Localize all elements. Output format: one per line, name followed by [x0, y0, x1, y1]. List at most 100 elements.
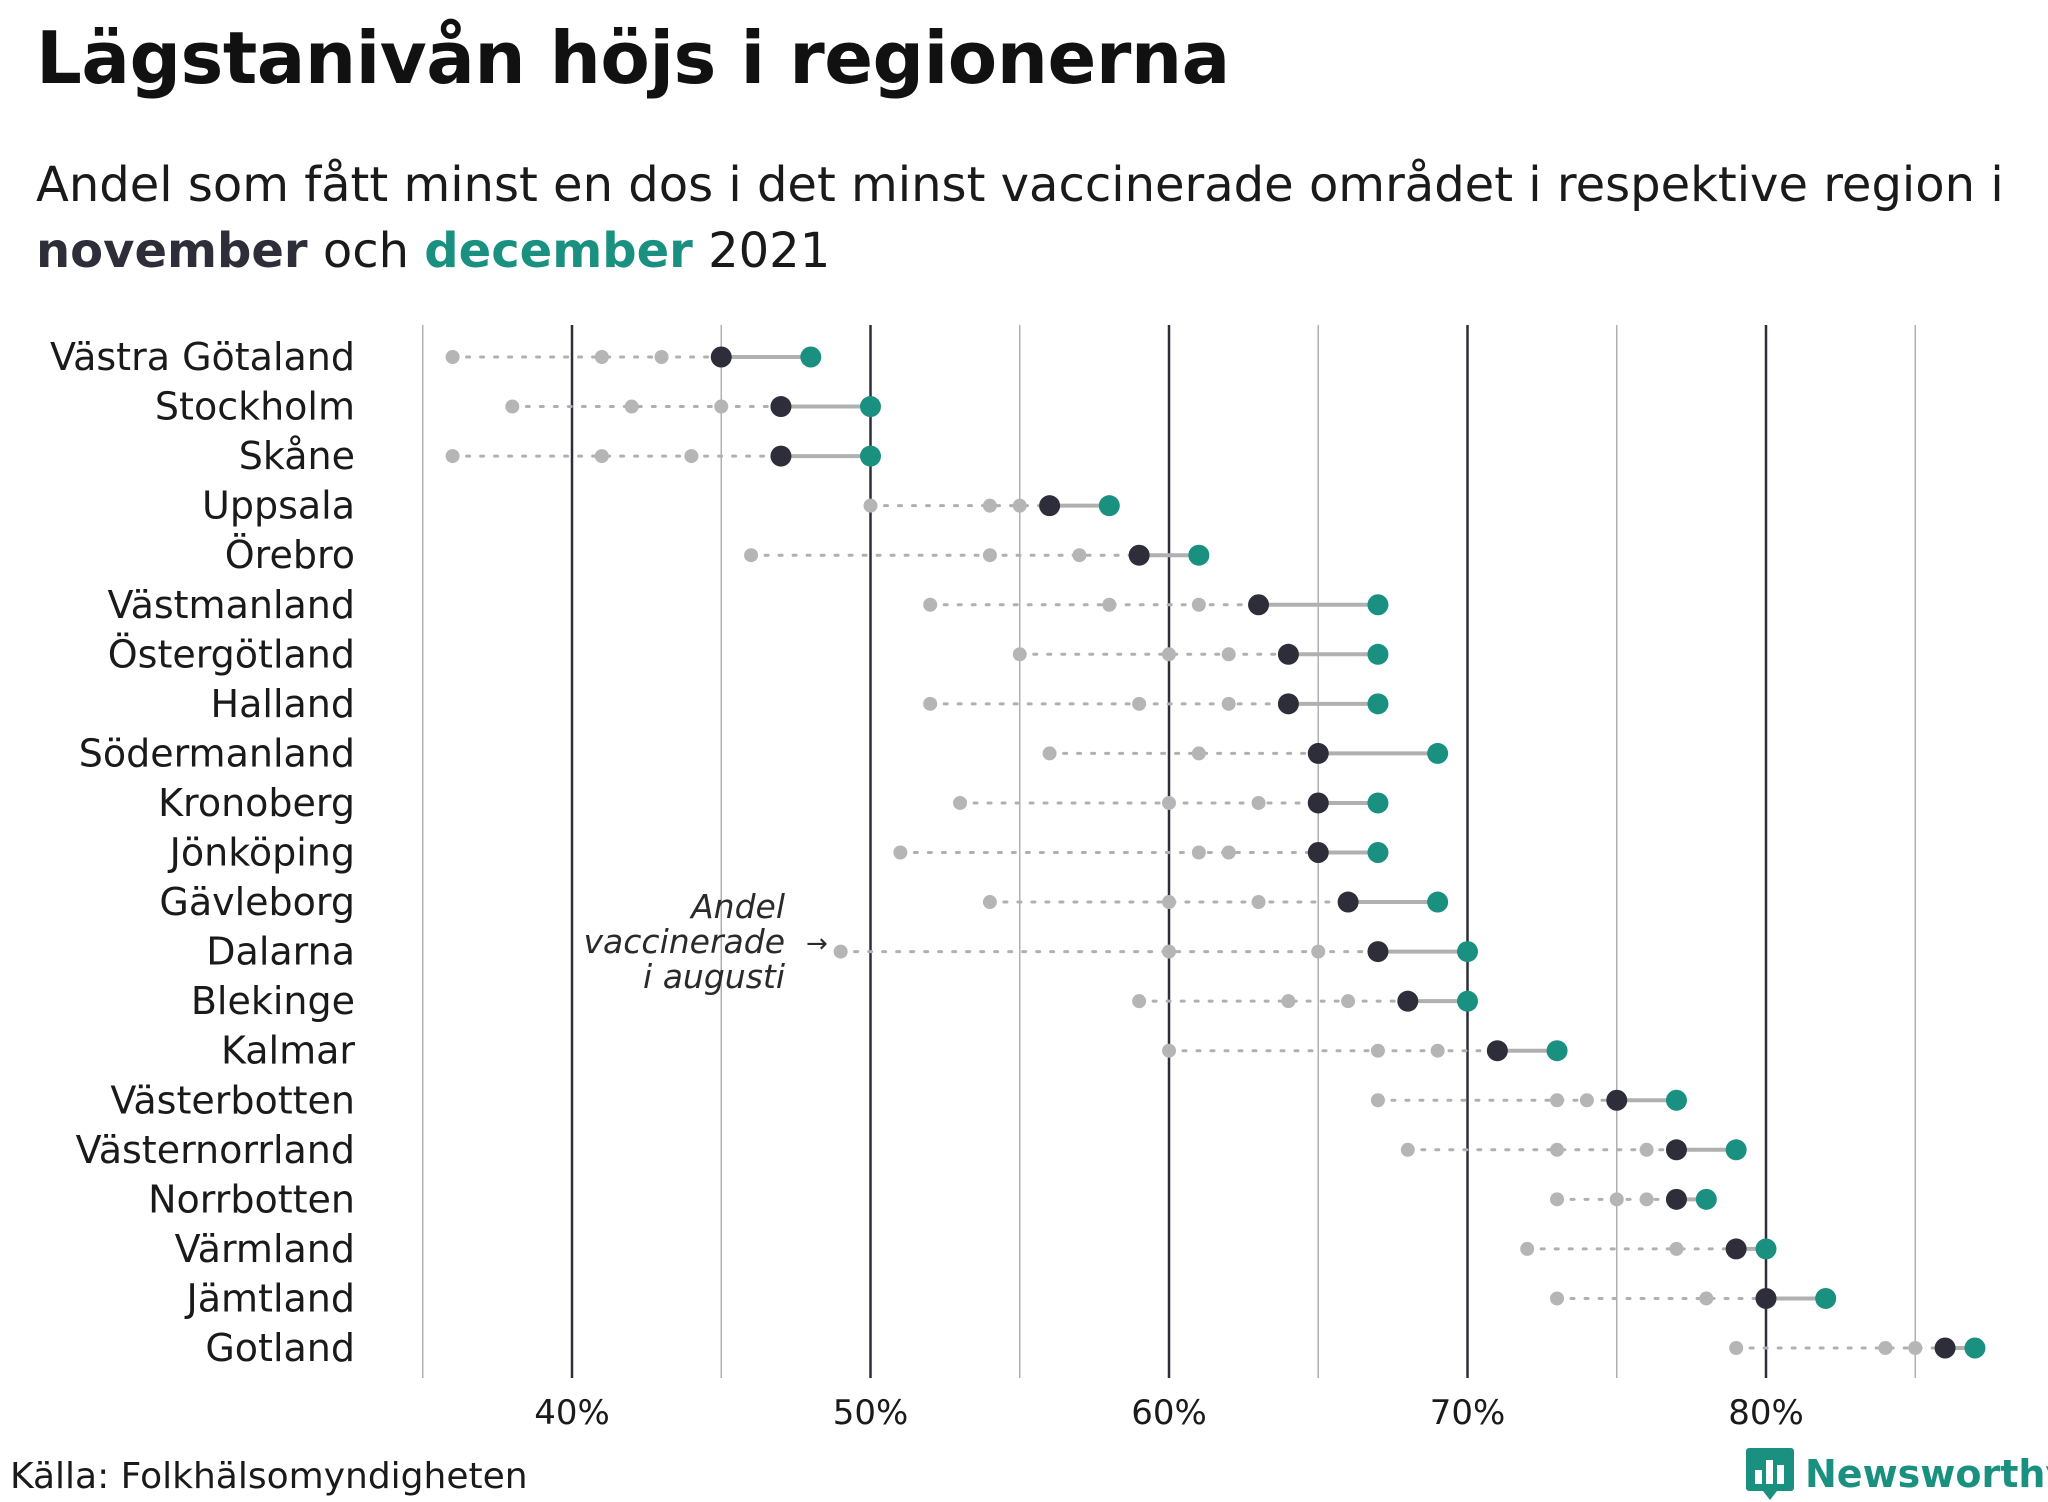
history-dot [1878, 1341, 1893, 1355]
history-dot [1400, 1142, 1415, 1157]
region-row: Gotland [205, 1326, 1986, 1370]
region-row: Västernorrland [76, 1128, 1747, 1172]
annotation-line-2: vaccinerade [584, 922, 785, 961]
region-label: Blekinge [191, 979, 355, 1023]
region-label: Västerbotten [110, 1078, 355, 1122]
bar-chart-speech-icon [1746, 1448, 1794, 1500]
history-dot [1012, 498, 1027, 513]
history-dot [1251, 795, 1266, 810]
november-dot [1128, 544, 1150, 566]
december-dot [1367, 693, 1389, 715]
annotation-line-1: Andel [689, 887, 785, 926]
history-dot [833, 944, 848, 959]
x-tick-label: 60% [1131, 1393, 1207, 1433]
annotation-line-3: i augusti [643, 957, 785, 996]
history-dot [1370, 1093, 1385, 1108]
history-dot [594, 350, 609, 364]
source-note: Källa: Folkhälsomyndigheten [10, 1456, 528, 1497]
x-tick-label: 70% [1430, 1393, 1506, 1433]
region-row: Jönköping [168, 831, 1389, 875]
x-axis: 40% 50% 60% 70% 80% [534, 1393, 1804, 1433]
november-dot [770, 445, 792, 467]
subtitle-november: november [36, 223, 308, 279]
december-dot [860, 445, 881, 467]
region-label: Halland [211, 682, 355, 726]
december-dot [1815, 1287, 1837, 1309]
history-dot [1550, 1142, 1565, 1157]
region-row: Dalarna [206, 930, 1478, 974]
region-label: Örebro [225, 533, 355, 577]
december-dot [1457, 990, 1478, 1012]
history-dot [1012, 647, 1027, 662]
december-dot [1546, 1040, 1568, 1062]
region-row: Halland [211, 682, 1389, 726]
region-label: Dalarna [206, 930, 355, 974]
history-dot [1102, 597, 1117, 612]
history-dot [1191, 746, 1206, 761]
region-row: Gävleborg [159, 880, 1449, 924]
november-dot [770, 396, 792, 418]
history-dot [1042, 746, 1057, 761]
november-dot [710, 346, 732, 368]
december-dot [1725, 1139, 1747, 1161]
december-dot [1964, 1337, 1986, 1359]
november-dot [1307, 792, 1329, 814]
history-dot [1132, 696, 1147, 711]
november-dot [1755, 1287, 1777, 1309]
december-dot [1098, 495, 1120, 517]
december-dot [1367, 594, 1389, 616]
history-dot [1162, 895, 1176, 910]
dot-range-chart: Västra Götaland Stockholm Skåne Uppsala Öreb… [50, 325, 1986, 1433]
history-dot [1639, 1142, 1654, 1157]
x-tick-label: 40% [534, 1393, 610, 1433]
region-row: Östergötland [108, 632, 1389, 676]
region-label: Gävleborg [159, 880, 355, 924]
region-row: Jämtland [185, 1276, 1837, 1320]
history-dot [594, 449, 609, 464]
history-dot [445, 350, 460, 364]
history-dot [1370, 1043, 1385, 1058]
history-dot [1520, 1241, 1535, 1256]
history-dot [1132, 994, 1147, 1009]
history-dot [1341, 994, 1356, 1009]
region-row: Södermanland [79, 731, 1449, 775]
december-dot [1695, 1188, 1717, 1210]
chart-subtitle: Andel som fått minst en dos i det minst … [36, 152, 2016, 284]
chart-rows: Västra Götaland Stockholm Skåne Uppsala Öreb… [50, 335, 1986, 1370]
history-dot [1162, 1043, 1176, 1058]
region-row: Uppsala [202, 484, 1120, 528]
history-dot [714, 399, 729, 414]
history-dot [1550, 1192, 1565, 1207]
november-dot [1277, 643, 1299, 665]
november-dot [1665, 1188, 1687, 1210]
history-dot [1221, 647, 1236, 662]
history-dot [1550, 1291, 1565, 1306]
november-dot [1307, 842, 1329, 863]
region-row: Norrbotten [148, 1177, 1717, 1221]
history-dot [624, 399, 639, 414]
history-dot [1162, 944, 1176, 959]
history-dot [1281, 994, 1296, 1009]
november-dot [1367, 941, 1389, 963]
history-dot [1550, 1093, 1565, 1108]
history-dot [1191, 845, 1206, 860]
december-dot [1755, 1238, 1777, 1260]
history-dot [1639, 1192, 1654, 1207]
region-label: Norrbotten [148, 1177, 355, 1221]
subtitle-text: Andel som fått minst en dos i det minst … [36, 157, 2004, 213]
region-label: Gotland [205, 1326, 355, 1370]
december-dot [800, 346, 822, 368]
december-dot [860, 396, 881, 418]
region-row: Blekinge [191, 979, 1478, 1023]
region-label: Östergötland [108, 632, 355, 676]
december-dot [1367, 792, 1389, 814]
history-dot [445, 449, 460, 464]
history-dot [953, 795, 968, 810]
chart-title: Lägstanivån höjs i regionerna [36, 16, 1230, 100]
x-tick-label: 80% [1728, 1393, 1804, 1433]
november-dot [1337, 891, 1359, 913]
region-row: Västra Götaland [50, 335, 822, 379]
history-dot [982, 895, 997, 910]
history-dot [1729, 1341, 1744, 1355]
history-dot [1191, 597, 1206, 612]
